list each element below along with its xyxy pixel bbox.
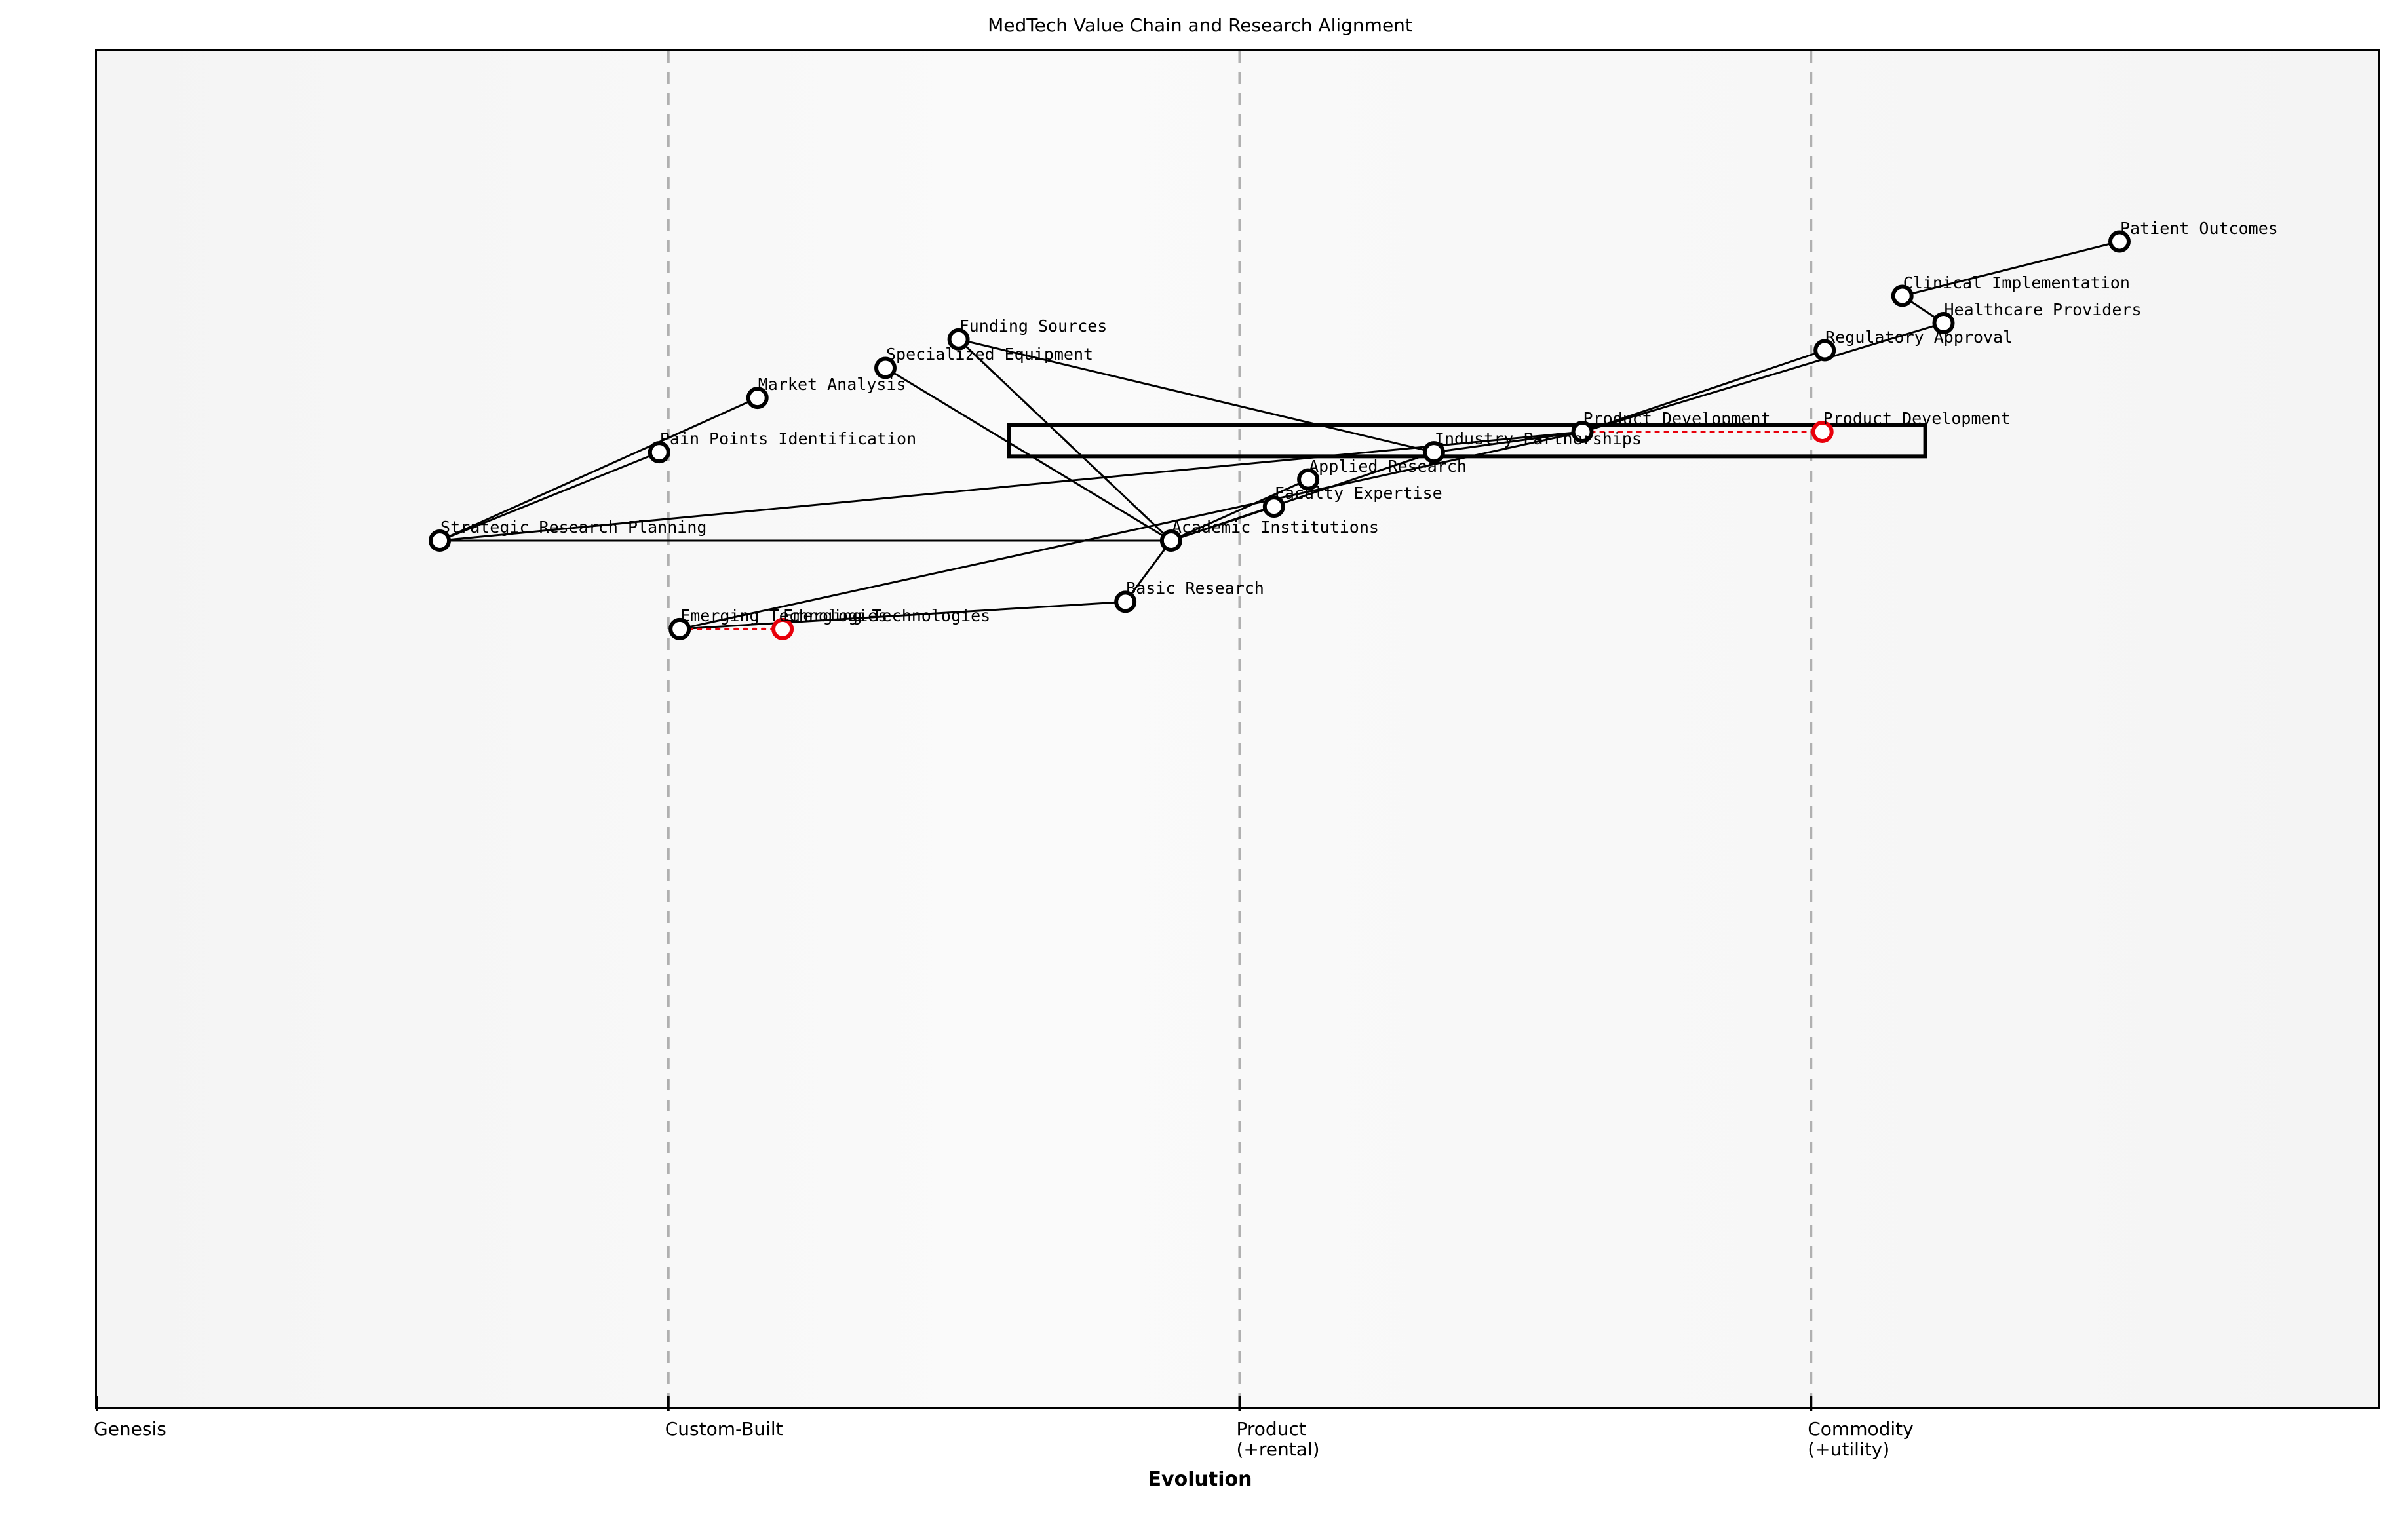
link-line — [1902, 241, 2120, 297]
node-label: Market Analysis — [758, 375, 906, 395]
x-tick-label: Product (+rental) — [1236, 1418, 1320, 1461]
map-node[interactable] — [1159, 529, 1182, 552]
map-node[interactable] — [1813, 339, 1836, 362]
map-node[interactable] — [1297, 468, 1320, 491]
map-node[interactable] — [874, 356, 897, 379]
node-label: Applied Research — [1309, 456, 1467, 476]
link-line — [1433, 431, 1583, 453]
map-node[interactable] — [947, 328, 970, 351]
link-line — [1171, 505, 1275, 542]
node-label: Basic Research — [1126, 579, 1264, 598]
map-canvas — [96, 51, 2131, 1411]
link-line — [680, 600, 1126, 630]
link-line — [1124, 540, 1172, 603]
link-line — [1582, 322, 1944, 433]
page-title: MedTech Value Chain and Research Alignme… — [988, 14, 1412, 36]
map-node[interactable] — [1422, 441, 1445, 464]
map-node[interactable] — [1891, 284, 1914, 307]
x-tick-label: Commodity (+utility) — [1808, 1418, 1914, 1461]
node-label-evolved: Emerging Technologies — [783, 606, 991, 625]
node-label: Industry Partnerships — [1434, 429, 1642, 449]
map-node[interactable] — [1571, 421, 1594, 443]
map-node-evolved[interactable] — [771, 617, 794, 640]
link-line — [679, 431, 1583, 630]
map-node[interactable] — [429, 529, 452, 552]
link-line — [439, 431, 1583, 542]
link-line — [885, 367, 1172, 542]
x-axis-title: Evolution — [1148, 1468, 1252, 1491]
map-node[interactable] — [1262, 495, 1285, 518]
link-line — [439, 396, 758, 542]
map-node[interactable] — [648, 441, 670, 464]
x-tick-label: Custom-Built — [665, 1418, 783, 1440]
map-node[interactable] — [1114, 590, 1137, 613]
node-label: Healthcare Providers — [1944, 300, 2142, 319]
link-line — [1582, 349, 1825, 433]
link-line — [958, 338, 1435, 453]
node-label: Regulatory Approval — [1825, 327, 2013, 347]
node-label: Strategic Research Planning — [440, 518, 707, 537]
map-node[interactable] — [1932, 312, 1955, 334]
plot-area — [95, 49, 2380, 1411]
link-line — [1171, 478, 1309, 542]
link-line — [439, 451, 660, 542]
node-label: Funding Sources — [959, 316, 1108, 336]
node-label: Emerging Technologies — [680, 606, 888, 625]
map-node[interactable] — [668, 617, 691, 640]
node-label: Academic Institutions — [1171, 518, 1379, 537]
map-node[interactable] — [2108, 230, 2131, 253]
node-label: Faculty Expertise — [1274, 484, 1442, 503]
map-node-evolved[interactable] — [1811, 421, 1834, 443]
node-label: Specialized Equipment — [886, 345, 1094, 364]
node-label: Pain Points Identification — [659, 429, 917, 449]
node-label: Clinical Implementation — [1903, 273, 2130, 292]
link-line — [958, 338, 1172, 542]
map-node[interactable] — [746, 387, 769, 410]
node-label: Product Development — [1583, 409, 1771, 428]
node-label-evolved: Product Development — [1823, 409, 2011, 428]
node-label: Patient Outcomes — [2119, 218, 2278, 238]
x-tick-label: Genesis — [94, 1418, 166, 1440]
